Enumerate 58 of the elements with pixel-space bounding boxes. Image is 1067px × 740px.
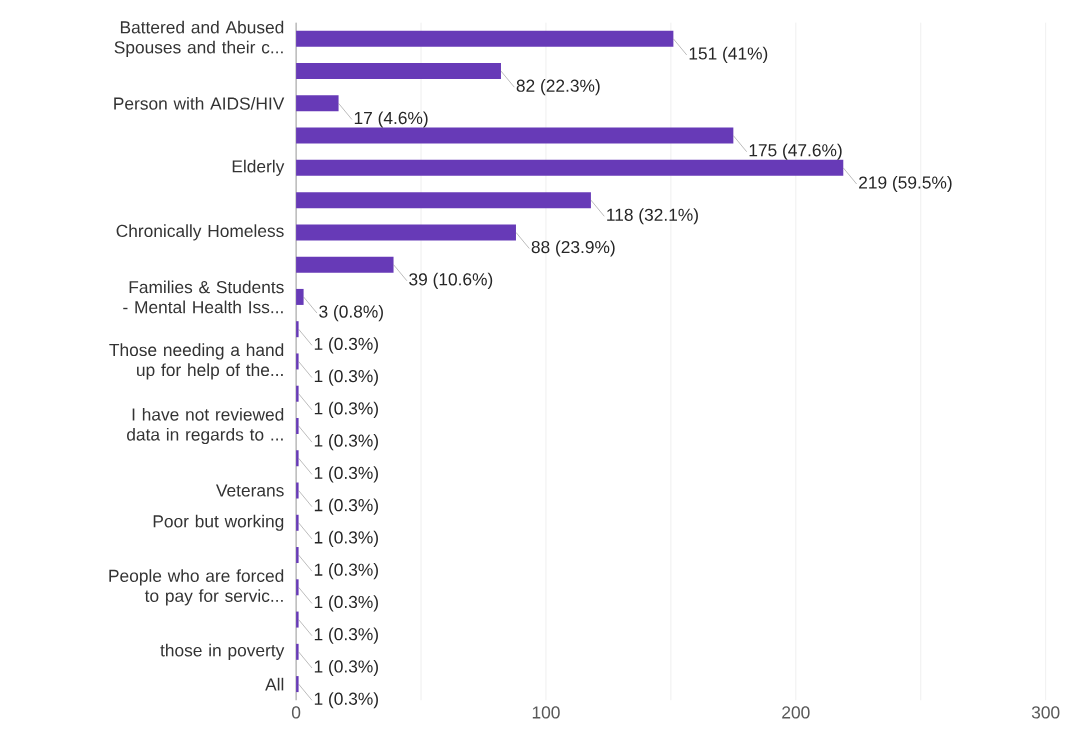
data-label: 88 (23.9%): [531, 240, 615, 257]
bar: [296, 288, 304, 305]
bar: [296, 95, 339, 112]
bar: [296, 450, 299, 467]
bar: [296, 224, 516, 241]
bar: [296, 514, 299, 531]
data-label: 118 (32.1%): [607, 208, 698, 225]
bar: [296, 643, 299, 660]
bar: [296, 385, 299, 402]
data-label: 1 (0.3%): [314, 401, 378, 418]
bar: [296, 546, 299, 563]
bar: [296, 353, 299, 370]
y-tick-label: Battered and Abused Spouses and their c...: [114, 20, 284, 57]
data-label: 82 (22.3%): [516, 79, 600, 96]
bar: [296, 579, 299, 596]
data-label: 3 (0.8%): [319, 304, 383, 322]
x-tick-label: 300: [1031, 706, 1060, 719]
bar: [296, 256, 394, 273]
bar: [296, 192, 591, 209]
bar: [296, 159, 844, 176]
data-label: 219 (59.5%): [859, 175, 952, 192]
data-label: 39 (10.6%): [409, 272, 493, 289]
y-tick-label: I have not reviewed data in regards to ...: [127, 407, 284, 444]
data-label: 1 (0.3%): [314, 692, 378, 709]
x-tick-label: 100: [532, 706, 560, 719]
y-tick-label: Chronically Homeless: [116, 224, 284, 241]
bar: [296, 482, 299, 499]
y-tick-label: Poor but working: [153, 514, 284, 531]
data-label: 1 (0.3%): [314, 433, 378, 451]
y-tick-label: All: [265, 677, 284, 691]
y-tick-label: Families & Students - Mental Health Iss...: [123, 280, 284, 314]
y-tick-label: Veterans: [215, 484, 284, 497]
bar: [296, 675, 299, 692]
data-label: 175 (47.6%): [749, 143, 842, 160]
x-tick-label: 0: [291, 706, 301, 719]
y-tick-label: Those needing a hand up for help of the...: [109, 343, 284, 380]
x-tick-label: 200: [782, 706, 810, 719]
bar: [296, 62, 501, 79]
y-tick-label: Elderly: [232, 159, 285, 176]
bar: [296, 417, 299, 434]
y-tick-label: People who are forced to pay for servic...: [109, 569, 284, 606]
data-label: 1 (0.3%): [314, 369, 378, 386]
bar: [296, 30, 674, 47]
y-tick-label: those in poverty: [160, 643, 285, 660]
data-label: 1 (0.3%): [314, 627, 378, 644]
data-label: 151 (41%): [689, 46, 768, 63]
bar: [296, 611, 299, 628]
data-label: 1 (0.3%): [314, 337, 378, 354]
data-label: 1 (0.3%): [314, 595, 378, 612]
data-label: 1 (0.3%): [314, 562, 378, 580]
data-label: 1 (0.3%): [314, 659, 378, 676]
y-tick-label: Person with AIDS/HIV: [114, 96, 285, 110]
bar: [296, 321, 299, 338]
data-label: 1 (0.3%): [314, 466, 378, 483]
bar: [296, 127, 734, 144]
data-label: 1 (0.3%): [314, 498, 378, 515]
data-label: 1 (0.3%): [314, 530, 378, 547]
data-label: 17 (4.6%): [354, 111, 428, 128]
